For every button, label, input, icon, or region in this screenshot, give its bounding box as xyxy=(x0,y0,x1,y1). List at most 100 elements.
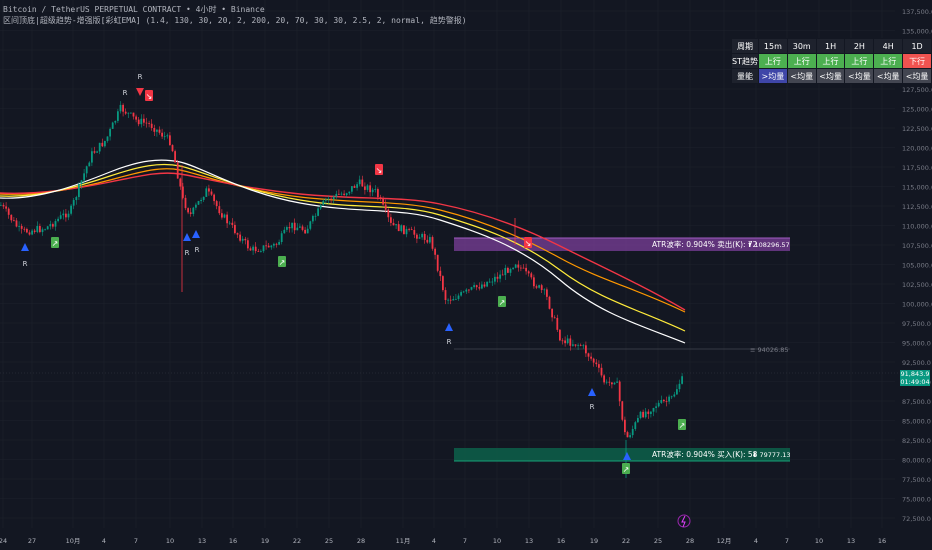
r-label: R xyxy=(590,403,595,411)
candle-body xyxy=(366,185,369,190)
st-trend-cell: 上行 xyxy=(844,53,875,69)
candle-body xyxy=(296,227,299,231)
signal-markers: R ↗ R R ↘ R R ↗ ↘ R ↗ ↘ R ↗ ↗ xyxy=(21,73,686,474)
candle-body xyxy=(85,166,88,174)
candle-body xyxy=(548,296,551,309)
candle-body xyxy=(67,213,70,218)
candle-body xyxy=(65,213,67,218)
time-tick-label: 11月 xyxy=(396,537,411,545)
trend-table-header-cell: 2H xyxy=(844,38,875,54)
candle-body xyxy=(158,129,161,133)
price-tick-label: 120,000.0 xyxy=(902,145,932,153)
candle-body xyxy=(405,229,408,235)
indicator-legend[interactable]: 区间顶底|超级趋势-增强版[彩虹EMA] (1.4, 130, 30, 20, … xyxy=(3,16,467,25)
sell-zone-band xyxy=(454,238,790,251)
candle-body xyxy=(223,214,226,218)
price-tick-label: 110,000.0 xyxy=(902,223,932,231)
candle-body xyxy=(668,396,670,402)
candle-body xyxy=(41,229,44,233)
candle-body xyxy=(566,338,569,344)
candle-body xyxy=(377,189,379,198)
zone-labels: ATR波率: 0.904% 卖出(K): 72 ⬆ 108296.57 ATR波… xyxy=(652,239,791,459)
candle-body xyxy=(457,295,460,299)
r-label: R xyxy=(185,249,190,257)
candle-body xyxy=(161,132,163,137)
candle-body xyxy=(98,142,101,152)
candle-body xyxy=(413,230,416,235)
candle-body xyxy=(267,245,270,248)
candle-body xyxy=(163,136,166,138)
candle-body xyxy=(106,136,109,141)
candle-body xyxy=(676,389,678,395)
price-tick-label: 97,500.0 xyxy=(902,320,931,328)
buy-zone-band xyxy=(454,448,790,461)
candle-body xyxy=(150,123,153,128)
candle-countdown: 01:49:04 xyxy=(900,378,930,386)
candle-body xyxy=(538,285,540,288)
candle-body xyxy=(208,188,210,192)
candle-body xyxy=(10,214,13,221)
price-tick-label: 95,000.0 xyxy=(902,340,931,348)
time-tick-label: 4 xyxy=(102,537,106,545)
candle-body xyxy=(96,151,98,153)
price-tick-label: 75,000.0 xyxy=(902,496,931,504)
time-axis[interactable]: 24 27 10月 4 7 10 13 16 19 22 25 28 11月 4 7 10 13 16 19 22 25… xyxy=(0,537,886,545)
candle-body xyxy=(488,281,491,283)
price-tick-label: 127,500.0 xyxy=(902,86,932,94)
candle-body xyxy=(621,401,624,420)
candle-body xyxy=(215,201,218,207)
flash-icon[interactable] xyxy=(677,514,691,528)
candle-body xyxy=(639,411,642,419)
price-tick-label: 87,500.0 xyxy=(902,398,931,406)
candle-body xyxy=(618,381,621,402)
candle-body xyxy=(400,225,403,232)
st-trend-label: ST趋势 xyxy=(731,53,759,69)
candle-body xyxy=(509,268,512,273)
candle-body xyxy=(577,344,579,346)
candle-body xyxy=(234,224,236,234)
price-tick-label: 82,500.0 xyxy=(902,437,931,445)
candle-body xyxy=(356,184,358,188)
candle-body xyxy=(608,381,611,383)
candle-body xyxy=(252,246,254,251)
price-tick-label: 125,000.0 xyxy=(902,106,932,114)
candle-body xyxy=(265,245,267,247)
price-tick-label: 85,000.0 xyxy=(902,418,931,426)
candle-body xyxy=(592,358,595,363)
candle-body xyxy=(338,193,340,195)
candle-body xyxy=(590,356,592,359)
candle-body xyxy=(36,226,39,232)
ema-line-orange xyxy=(0,168,686,313)
candle-body xyxy=(449,299,452,301)
candle-body xyxy=(299,226,301,228)
candle-body xyxy=(486,281,488,287)
candle-body xyxy=(392,222,395,226)
trend-table-header-cell: 周期 xyxy=(731,38,759,54)
candle-body xyxy=(57,218,59,222)
candle-body xyxy=(579,344,582,346)
time-tick-label: 22 xyxy=(622,537,630,545)
candle-body xyxy=(286,227,288,230)
candle-body xyxy=(483,284,486,287)
candle-body xyxy=(379,197,382,199)
candle-body xyxy=(408,229,410,230)
candle-body xyxy=(611,382,613,385)
buy-zone-price: ⬇ 79777.13 xyxy=(752,451,791,459)
candle-body xyxy=(663,400,665,402)
buy-signal-triangle xyxy=(21,243,29,251)
candle-body xyxy=(397,224,400,232)
price-axis[interactable]: 137,500.0135,000.0132,500.0130,000.0127,… xyxy=(902,8,932,523)
candle-body xyxy=(111,122,114,129)
trend-table-header-cell: 4H xyxy=(873,38,904,54)
candle-body xyxy=(174,151,176,163)
candle-body xyxy=(104,140,106,147)
candle-body xyxy=(660,400,663,403)
candle-body xyxy=(156,129,158,132)
price-tick-label: 105,000.0 xyxy=(902,262,932,270)
candle-body xyxy=(605,381,608,383)
signal-zones xyxy=(0,237,900,462)
candle-body xyxy=(585,345,587,354)
candle-body xyxy=(657,402,660,407)
price-tick-label: 102,500.0 xyxy=(902,281,932,289)
